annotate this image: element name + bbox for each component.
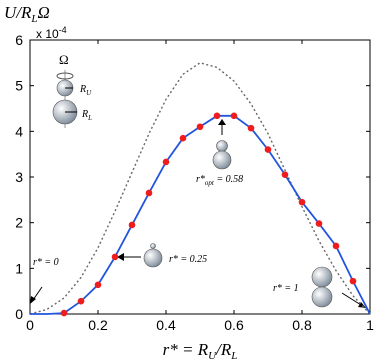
- x-tick-label: 0.2: [88, 317, 108, 333]
- data-point: [128, 221, 136, 229]
- x-tick-label: 1: [366, 317, 374, 333]
- data-point: [298, 198, 306, 206]
- data-point: [264, 146, 272, 153]
- x-tick-label: 0.4: [156, 317, 176, 333]
- one-label: r* = 1: [273, 283, 299, 294]
- data-point: [230, 112, 238, 120]
- data-point: [77, 297, 85, 305]
- y-tick-label: 4: [15, 123, 23, 139]
- data-point: [247, 124, 255, 132]
- optimum-icon: [212, 119, 232, 170]
- y-tick-label: 0: [15, 306, 23, 322]
- rotation-icon: [52, 70, 78, 128]
- data-point: [196, 123, 204, 131]
- data-point: [281, 171, 289, 179]
- x-tick-label: 0.8: [292, 317, 312, 333]
- axis-multiplier: x 10-4: [36, 25, 67, 41]
- data-point: [179, 134, 187, 142]
- omega-label: Ω: [59, 52, 69, 67]
- one-icon: [311, 266, 366, 308]
- y-tick-label: 6: [15, 32, 23, 48]
- data-point: [332, 242, 340, 250]
- data-point: [213, 112, 221, 120]
- x-tick-label: 0.6: [224, 317, 244, 333]
- quarter-icon: [117, 243, 163, 268]
- x-tick-label: 0: [26, 317, 34, 333]
- data-point: [315, 220, 323, 227]
- data-point: [60, 309, 68, 317]
- zero-label: r* = 0: [33, 257, 59, 268]
- x-axis-label: r* = RU/RL: [163, 340, 238, 362]
- data-point: [111, 253, 119, 261]
- data-point: [94, 281, 102, 289]
- rl-label: RL: [81, 109, 92, 122]
- ru-label: RU: [79, 84, 92, 97]
- quarter-label: r* = 0.25: [169, 254, 207, 265]
- optimum-label: r*opt = 0.58: [196, 174, 243, 187]
- data-point: [162, 158, 170, 166]
- y-tick-label: 5: [15, 78, 23, 94]
- y-tick-label: 2: [15, 215, 23, 231]
- y-axis-label: U/RLΩ: [4, 3, 50, 25]
- y-tick-label: 1: [15, 260, 23, 276]
- y-tick-label: 3: [15, 169, 23, 185]
- data-point: [145, 189, 153, 197]
- zero-arrow: [30, 286, 43, 304]
- data-point: [349, 277, 357, 285]
